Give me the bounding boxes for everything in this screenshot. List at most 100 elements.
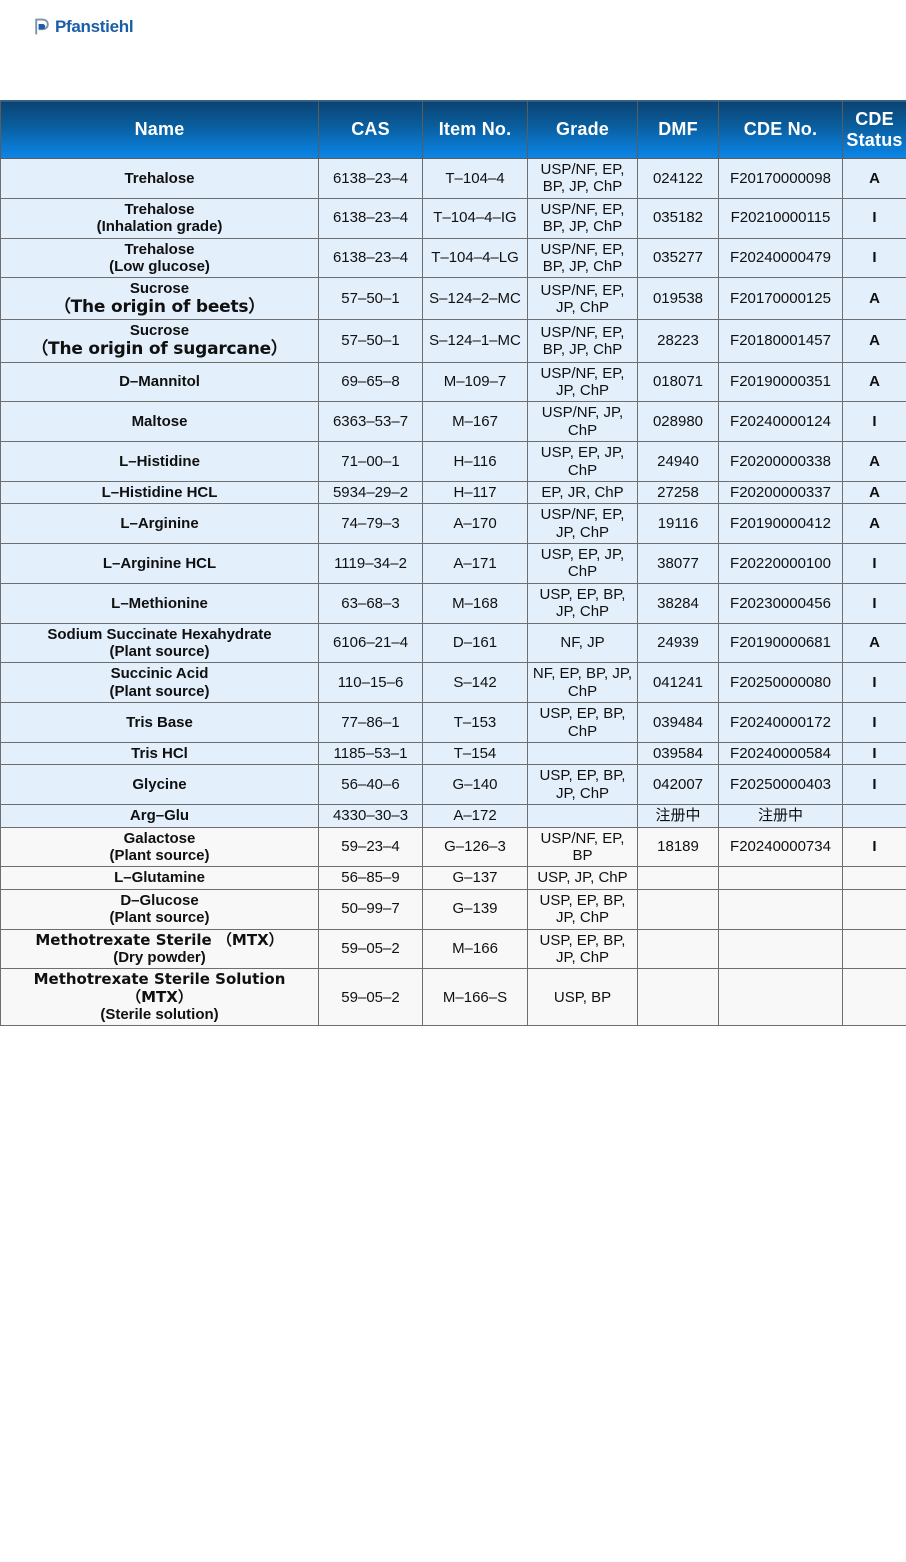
cell-item-no: M–168 <box>422 582 528 624</box>
cell-grade: USP, EP, JP, ChP <box>527 441 638 482</box>
product-name-primary: Trehalose <box>124 200 195 218</box>
table-row[interactable]: Tris Base 77–86–1 T–153 USP, EP, BP, ChP 039… <box>0 702 906 743</box>
cell-name: L–Arginine HCL <box>0 543 319 584</box>
cell-grade: USP/NF, JP, ChP <box>527 401 638 443</box>
table-row[interactable]: L–Histidine HCL 5934–29–2 H–117 EP, JR, ChP… <box>0 480 906 505</box>
cell-dmf: 18189 <box>637 826 719 868</box>
product-name-primary: L–Glutamine <box>114 869 205 887</box>
cell-dmf: 28223 <box>637 319 719 363</box>
cell-name: Trehalose (Low glucose) <box>0 237 319 279</box>
cell-cde-no: F20240000479 <box>718 237 843 279</box>
table-row[interactable]: Methotrexate Sterile Solution（MTX） (Steri… <box>0 968 906 1027</box>
product-name-primary: Sucrose <box>129 322 190 340</box>
table-row[interactable]: Succinic Acid (Plant source) 110–15–6 S–142… <box>0 662 906 704</box>
cell-name: Glycine <box>0 764 319 806</box>
cell-cas: 77–86–1 <box>318 702 423 743</box>
cell-cde-no: F20190000412 <box>718 503 843 545</box>
cell-grade: USP, BP <box>527 968 638 1027</box>
cell-cde-no: F20240000584 <box>718 741 843 766</box>
column-header-cde-no[interactable]: CDE No. <box>718 100 843 159</box>
cell-cde-status: A <box>842 158 906 199</box>
cell-cde-status <box>842 968 906 1027</box>
cell-cde-no: F20200000337 <box>718 480 843 505</box>
product-name-qualifier: (Plant source) <box>109 682 210 700</box>
brand-logo[interactable]: Pfanstiehl <box>34 18 134 35</box>
cell-grade: USP, EP, BP, JP, ChP <box>527 888 638 930</box>
cell-cde-status: A <box>842 441 906 482</box>
cell-dmf: 24939 <box>637 622 719 664</box>
table-row[interactable]: Maltose 6363–53–7 M–167 USP/NF, JP, ChP 0289… <box>0 401 906 443</box>
table-row[interactable]: Sodium Succinate Hexahydrate (Plant sourc… <box>0 622 906 664</box>
cell-name: Sodium Succinate Hexahydrate (Plant sourc… <box>0 622 319 664</box>
cell-cde-status: I <box>842 826 906 868</box>
table-row[interactable]: D–Glucose (Plant source) 50–99–7 G–139 USP, … <box>0 888 906 930</box>
cell-cde-no: F20240000172 <box>718 702 843 743</box>
table-row[interactable]: L–Arginine HCL 1119–34–2 A–171 USP, EP, JP,… <box>0 543 906 584</box>
cell-item-no: M–166 <box>422 928 528 970</box>
cell-cde-status: A <box>842 319 906 363</box>
cell-grade: USP/NF, EP, BP, JP, ChP <box>527 158 638 199</box>
product-name-primary: L–Histidine HCL <box>101 483 218 501</box>
cell-grade: EP, JR, ChP <box>527 480 638 505</box>
cell-cde-status: I <box>842 197 906 239</box>
column-header-item-no[interactable]: Item No. <box>422 100 528 159</box>
cell-cde-status: A <box>842 277 906 321</box>
table-row[interactable]: Galactose (Plant source) 59–23–4 G–126–3 USP… <box>0 826 906 868</box>
table-row[interactable]: D–Mannitol 69–65–8 M–109–7 USP/NF, EP, JP, … <box>0 361 906 403</box>
table-row[interactable]: L–Histidine 71–00–1 H–116 USP, EP, JP, ChP 2… <box>0 441 906 482</box>
cell-dmf: 041241 <box>637 662 719 704</box>
table-row[interactable]: Trehalose (Low glucose) 6138–23–4 T–104–4–L… <box>0 237 906 279</box>
cell-cde-no: F20240000734 <box>718 826 843 868</box>
cell-item-no: S–124–1–MC <box>422 319 528 363</box>
cell-name: Arg–Glu <box>0 804 319 828</box>
table-row[interactable]: Sucrose （The origin of sugarcane） 57–50–1 S… <box>0 319 906 363</box>
cell-item-no: H–117 <box>422 480 528 505</box>
column-header-grade[interactable]: Grade <box>527 100 638 159</box>
table-row[interactable]: Trehalose (Inhalation grade) 6138–23–4 T–10… <box>0 197 906 239</box>
table-row[interactable]: Glycine 56–40–6 G–140 USP, EP, BP, JP, ChP 0… <box>0 764 906 806</box>
product-name-qualifier: (Inhalation grade) <box>96 218 223 236</box>
cell-cde-no: F20250000403 <box>718 764 843 806</box>
cell-grade: USP, EP, BP, JP, ChP <box>527 928 638 970</box>
cell-cde-no: F20180001457 <box>718 319 843 363</box>
table-row[interactable]: Sucrose （The origin of beets） 57–50–1 S–124… <box>0 277 906 321</box>
cell-item-no: G–140 <box>422 764 528 806</box>
cell-cde-no: F20200000338 <box>718 441 843 482</box>
table-row[interactable]: L–Arginine 74–79–3 A–170 USP/NF, EP, JP, Ch… <box>0 503 906 545</box>
cell-cde-status: I <box>842 401 906 443</box>
cell-name: Sucrose （The origin of beets） <box>0 277 319 321</box>
cell-dmf: 27258 <box>637 480 719 505</box>
column-header-cas[interactable]: CAS <box>318 100 423 159</box>
product-name-qualifier: (Dry powder) <box>113 948 206 966</box>
table-row[interactable]: Arg–Glu 4330–30–3 A–172 注册中 注册中 <box>0 804 906 828</box>
product-name-primary: L–Arginine HCL <box>102 554 217 572</box>
cell-cas: 1119–34–2 <box>318 543 423 584</box>
cell-item-no: A–170 <box>422 503 528 545</box>
cell-cas: 6106–21–4 <box>318 622 423 664</box>
product-name-qualifier: (Plant source) <box>109 846 210 864</box>
cell-grade: USP/NF, EP, JP, ChP <box>527 277 638 321</box>
table-row[interactable]: L–Glutamine 56–85–9 G–137 USP, JP, ChP <box>0 866 906 890</box>
column-header-name[interactable]: Name <box>0 100 319 159</box>
product-name-primary: D–Mannitol <box>119 373 200 391</box>
product-name-primary: Arg–Glu <box>129 807 190 825</box>
cell-dmf: 028980 <box>637 401 719 443</box>
cell-grade: USP, EP, BP, JP, ChP <box>527 764 638 806</box>
product-specification-table: Name CAS Item No. Grade DMF CDE No. CDE … <box>0 100 906 1027</box>
table-row[interactable]: Tris HCl 1185–53–1 T–154 039584 F20240000584… <box>0 741 906 766</box>
cell-item-no: D–161 <box>422 622 528 664</box>
cell-grade <box>527 741 638 766</box>
cell-cas: 4330–30–3 <box>318 804 423 828</box>
column-header-dmf[interactable]: DMF <box>637 100 719 159</box>
table-row[interactable]: L–Methionine 63–68–3 M–168 USP, EP, BP, JP,… <box>0 582 906 624</box>
table-row[interactable]: Trehalose 6138–23–4 T–104–4 USP/NF, EP, BP,… <box>0 158 906 199</box>
cell-cde-no: F20210000115 <box>718 197 843 239</box>
cell-cas: 50–99–7 <box>318 888 423 930</box>
table-row[interactable]: Methotrexate Sterile （MTX） (Dry powder) 59… <box>0 928 906 970</box>
column-header-cde-status[interactable]: CDE Status <box>842 100 906 159</box>
cell-name: Sucrose （The origin of sugarcane） <box>0 319 319 363</box>
cell-dmf: 38284 <box>637 582 719 624</box>
cell-name: Trehalose (Inhalation grade) <box>0 197 319 239</box>
cell-cas: 74–79–3 <box>318 503 423 545</box>
cell-name: Galactose (Plant source) <box>0 826 319 868</box>
